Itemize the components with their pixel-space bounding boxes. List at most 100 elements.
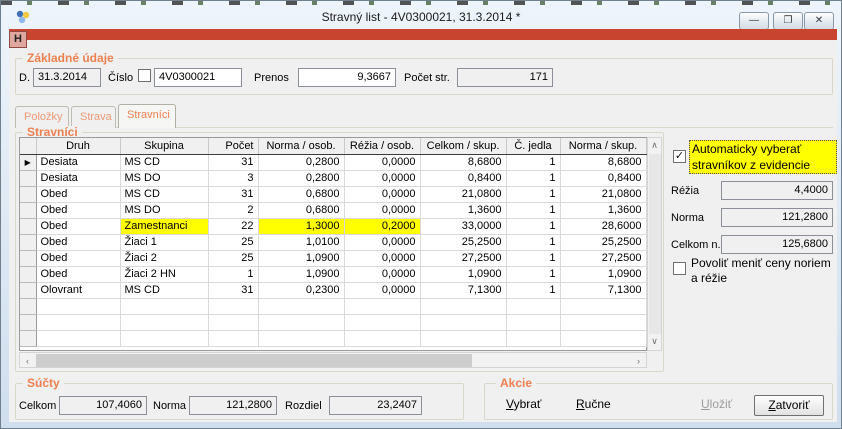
row-selector-cell[interactable] (20, 250, 37, 267)
cell-norma_osob[interactable] (258, 314, 345, 331)
cell-norma_osob[interactable]: 0,6800 (258, 202, 345, 219)
cell-druh[interactable] (36, 314, 121, 331)
cell-c_jedla[interactable]: 1 (506, 218, 561, 235)
cell-norma_osob[interactable] (258, 298, 345, 315)
cell-norma_skup[interactable]: 1,0900 (560, 266, 647, 283)
row-selector-cell[interactable] (20, 266, 37, 283)
table-row[interactable]: Obed Žiaci 2 HN 1 1,0900 0,0000 1,0900 1 1,0900 (20, 266, 647, 283)
table-row[interactable]: Obed MS DO 2 0,6800 0,0000 1,3600 1 1,3600 (20, 202, 647, 219)
table-row[interactable] (20, 298, 647, 315)
cell-norma_skup[interactable]: 25,2500 (560, 234, 647, 251)
scroll-right-icon[interactable]: › (637, 356, 640, 366)
cell-pocet[interactable]: 2 (208, 202, 259, 219)
cell-celkom_skup[interactable]: 25,2500 (420, 234, 507, 251)
cell-pocet[interactable]: 25 (208, 234, 259, 251)
row-selector-cell[interactable] (20, 186, 37, 203)
minimize-button[interactable]: — (739, 12, 769, 30)
cell-celkom_skup[interactable]: 1,0900 (420, 266, 507, 283)
cell-skupina[interactable]: MS CD (120, 282, 209, 299)
cell-norma_osob[interactable]: 1,3000 (258, 218, 345, 235)
cell-rezia_osob[interactable] (344, 330, 421, 347)
table-row[interactable]: Obed Žiaci 2 25 1,0900 0,0000 27,2500 1 27,2500 (20, 250, 647, 267)
prenos-field[interactable]: 9,3667 (298, 68, 396, 87)
cell-rezia_osob[interactable] (344, 314, 421, 331)
cell-druh[interactable]: Obed (36, 234, 121, 251)
cell-norma_osob[interactable]: 0,2800 (258, 170, 345, 187)
row-selector-cell[interactable] (20, 298, 37, 315)
cell-celkom_skup[interactable]: 1,3600 (420, 202, 507, 219)
rezia-field[interactable]: 4,4000 (721, 181, 833, 200)
cell-skupina[interactable] (120, 330, 209, 347)
close-button[interactable]: ✕ (804, 12, 834, 30)
cell-skupina[interactable]: Žiaci 2 HN (120, 266, 209, 283)
scroll-down-icon[interactable]: ∨ (651, 336, 658, 346)
date-field[interactable]: 31.3.2014 (33, 68, 101, 87)
cell-c_jedla[interactable]: 1 (506, 234, 561, 251)
cell-druh[interactable]: Obed (36, 266, 121, 283)
auto-select-checkbox[interactable]: ✓ (673, 150, 686, 163)
maximize-button[interactable]: ❐ (773, 12, 803, 30)
cell-c_jedla[interactable]: 1 (506, 170, 561, 187)
cell-rezia_osob[interactable]: 0,0000 (344, 282, 421, 299)
horizontal-scrollbar[interactable]: ‹ › (19, 352, 647, 368)
povolit-checkbox[interactable] (673, 262, 686, 275)
cell-norma_osob[interactable]: 0,6800 (258, 186, 345, 203)
stravnici-grid[interactable]: Druh Skupina Počet Norma / osob. Réžia /… (19, 137, 647, 351)
cell-celkom_skup[interactable]: 7,1300 (420, 282, 507, 299)
hotkey-button[interactable]: H (9, 31, 27, 48)
cell-rezia_osob[interactable] (344, 298, 421, 315)
cell-pocet[interactable] (208, 298, 259, 315)
cell-norma_skup[interactable]: 0,8400 (560, 170, 647, 187)
cell-druh[interactable]: Olovrant (36, 282, 121, 299)
zatvorit-button[interactable]: Zatvoriť (754, 395, 824, 416)
cell-norma_osob[interactable]: 1,0100 (258, 234, 345, 251)
cell-druh[interactable]: Desiata (36, 154, 121, 171)
cell-pocet[interactable]: 31 (208, 282, 259, 299)
povolit-label[interactable]: Povoliť meniť ceny noriem a réžie (691, 256, 831, 285)
pocet-str-field[interactable]: 171 (457, 68, 553, 87)
cell-skupina[interactable]: MS CD (120, 154, 209, 171)
cislo-checkbox[interactable] (138, 69, 151, 82)
row-selector-cell[interactable] (20, 282, 37, 299)
cell-norma_osob[interactable]: 0,2300 (258, 282, 345, 299)
scroll-left-icon[interactable]: ‹ (26, 356, 29, 366)
horizontal-scroll-thumb[interactable] (36, 354, 472, 367)
ulozit-button[interactable]: Uložiť (701, 397, 732, 411)
cell-c_jedla[interactable]: 1 (506, 186, 561, 203)
cell-pocet[interactable] (208, 330, 259, 347)
cell-skupina[interactable]: MS CD (120, 186, 209, 203)
cell-rezia_osob[interactable]: 0,0000 (344, 250, 421, 267)
norma-field[interactable]: 121,2800 (721, 208, 833, 227)
table-row[interactable]: Obed Žiaci 1 25 1,0100 0,0000 25,2500 1 25,2500 (20, 234, 647, 251)
titlebar[interactable]: Stravný list - 4V0300021, 31.3.2014 * — … (1, 5, 841, 30)
cell-druh[interactable]: Obed (36, 218, 121, 235)
row-selector-cell[interactable] (20, 218, 37, 235)
auto-select-label[interactable]: Automaticky vyberať stravníkov z evidenc… (689, 140, 837, 174)
cell-pocet[interactable]: 25 (208, 250, 259, 267)
header-rezia-osob[interactable]: Réžia / osob. (344, 138, 421, 155)
cell-rezia_osob[interactable]: 0,0000 (344, 186, 421, 203)
tab-polozky[interactable]: Položky (15, 106, 69, 128)
cell-norma_skup[interactable]: 1,3600 (560, 202, 647, 219)
cell-skupina[interactable]: Žiaci 1 (120, 234, 209, 251)
cell-norma_skup[interactable]: 27,2500 (560, 250, 647, 267)
cell-druh[interactable]: Obed (36, 250, 121, 267)
cell-norma_skup[interactable] (560, 330, 647, 347)
cell-druh[interactable]: Obed (36, 186, 121, 203)
cell-rezia_osob[interactable]: 0,0000 (344, 170, 421, 187)
cell-druh[interactable]: Obed (36, 202, 121, 219)
cell-norma_skup[interactable]: 8,6800 (560, 154, 647, 171)
cell-skupina[interactable] (120, 314, 209, 331)
cell-rezia_osob[interactable]: 0,2000 (344, 218, 421, 235)
cell-norma_osob[interactable]: 0,2800 (258, 154, 345, 171)
cell-c_jedla[interactable]: 1 (506, 266, 561, 283)
cell-celkom_skup[interactable] (420, 330, 507, 347)
table-row[interactable]: Obed MS CD 31 0,6800 0,0000 21,0800 1 21,0800 (20, 186, 647, 203)
table-row[interactable] (20, 314, 647, 331)
cell-skupina[interactable] (120, 298, 209, 315)
header-pocet[interactable]: Počet (208, 138, 259, 155)
cell-celkom_skup[interactable]: 33,0000 (420, 218, 507, 235)
cell-rezia_osob[interactable]: 0,0000 (344, 202, 421, 219)
cell-rezia_osob[interactable]: 0,0000 (344, 266, 421, 283)
row-selector-cell[interactable] (20, 170, 37, 187)
